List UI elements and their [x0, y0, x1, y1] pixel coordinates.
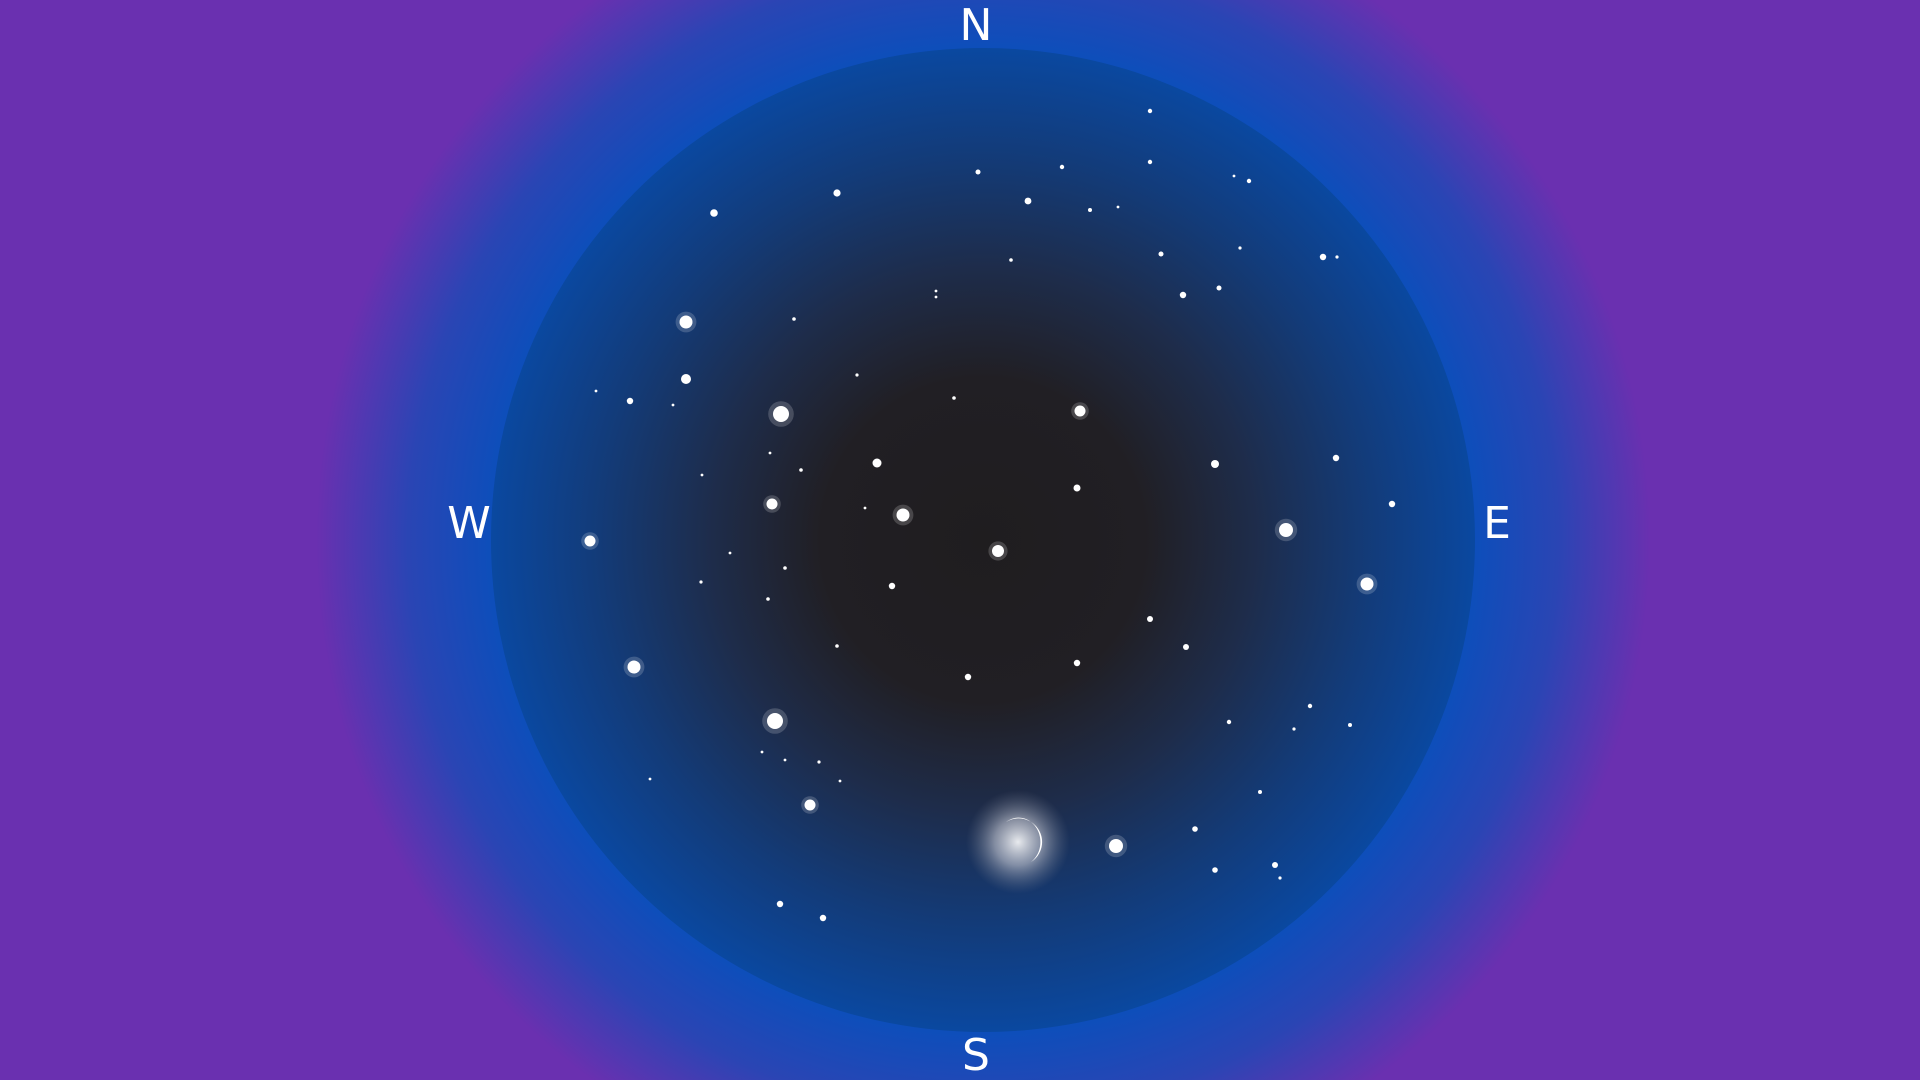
- star-icon: [975, 169, 981, 175]
- star-icon: [888, 582, 896, 590]
- star-icon: [700, 473, 704, 477]
- star-icon: [838, 779, 842, 783]
- star-icon: [804, 799, 816, 811]
- star-icon: [1073, 484, 1081, 492]
- star-icon: [681, 374, 691, 384]
- star-icon: [1179, 291, 1187, 299]
- star-icon: [783, 566, 787, 570]
- star-icon: [783, 758, 787, 762]
- star-icon: [819, 914, 827, 922]
- star-icon: [1158, 251, 1164, 257]
- star-icon: [760, 750, 764, 754]
- star-icon: [1192, 826, 1198, 832]
- star-icon: [1212, 867, 1218, 873]
- star-icon: [1074, 405, 1086, 417]
- moon: [966, 790, 1070, 894]
- star-icon: [1279, 523, 1293, 537]
- star-icon: [1307, 703, 1313, 709]
- star-icon: [679, 315, 693, 329]
- moon-glow: [966, 790, 1070, 894]
- star-icon: [1238, 246, 1242, 250]
- star-field: [581, 108, 1396, 922]
- star-icon: [1059, 164, 1065, 170]
- star-icon: [1335, 255, 1339, 259]
- star-icon: [776, 900, 784, 908]
- star-icon: [1246, 178, 1252, 184]
- star-icon: [992, 545, 1004, 557]
- compass-north-label: N: [959, 0, 993, 51]
- star-icon: [648, 777, 652, 781]
- star-icon: [1278, 876, 1282, 880]
- star-icon: [934, 295, 938, 299]
- star-icon: [626, 397, 634, 405]
- star-icon: [1232, 174, 1236, 178]
- star-icon: [584, 535, 596, 547]
- star-icon: [1073, 659, 1081, 667]
- star-icon: [1147, 159, 1153, 165]
- sky-dome: [491, 48, 1475, 1032]
- star-icon: [1388, 500, 1396, 508]
- star-icon: [817, 760, 821, 764]
- star-icon: [773, 406, 789, 422]
- star-icon: [855, 373, 859, 377]
- star-icon: [799, 468, 803, 472]
- star-icon: [1109, 839, 1123, 853]
- star-icon: [792, 317, 796, 321]
- star-icon: [1147, 108, 1153, 114]
- star-icon: [952, 396, 956, 400]
- star-icon: [1024, 197, 1032, 205]
- star-icon: [934, 289, 938, 293]
- star-icon: [833, 189, 841, 197]
- star-icon: [863, 506, 867, 510]
- star-icon: [1272, 862, 1278, 868]
- star-icon: [627, 660, 641, 674]
- star-icon: [896, 508, 910, 522]
- star-icon: [1009, 258, 1013, 262]
- star-icon: [766, 498, 778, 510]
- star-icon: [710, 209, 718, 217]
- star-icon: [835, 644, 839, 648]
- star-icon: [964, 673, 972, 681]
- star-icon: [1258, 790, 1262, 794]
- star-icon: [1183, 644, 1189, 650]
- star-icon: [594, 389, 598, 393]
- compass-west-label: W: [447, 498, 491, 549]
- star-icon: [1226, 719, 1232, 725]
- star-icon: [1147, 616, 1153, 622]
- star-icon: [872, 458, 882, 468]
- star-icon: [767, 713, 783, 729]
- star-icon: [1088, 208, 1092, 212]
- star-icon: [1216, 285, 1222, 291]
- star-icon: [671, 403, 675, 407]
- star-icon: [699, 580, 703, 584]
- star-icon: [768, 451, 772, 455]
- star-icon: [1116, 205, 1120, 209]
- star-icon: [728, 551, 732, 555]
- star-icon: [766, 597, 770, 601]
- star-icon: [1348, 723, 1352, 727]
- compass-south-label: S: [962, 1030, 990, 1080]
- star-icon: [1332, 454, 1340, 462]
- star-icon: [1292, 727, 1296, 731]
- star-icon: [1319, 253, 1327, 261]
- star-icon: [1211, 460, 1219, 468]
- star-icon: [1360, 577, 1374, 591]
- compass-east-label: E: [1483, 498, 1511, 549]
